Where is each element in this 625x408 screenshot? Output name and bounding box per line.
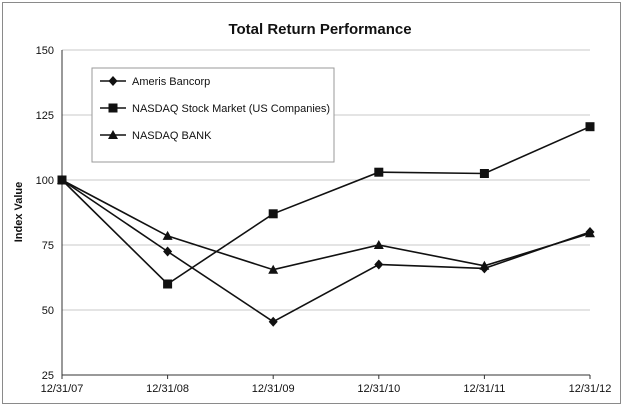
square-marker [163, 279, 173, 289]
y-tick-label: 150 [36, 45, 54, 57]
y-tick-label: 125 [36, 110, 54, 122]
diamond-marker [163, 246, 173, 257]
y-tick-label: 75 [42, 240, 54, 252]
legend: Ameris Bancorp NASDAQ Stock Market (US Co… [91, 67, 335, 163]
tick-labels: 25 50 75 100 125 150 12/31/07 12/31/08 12/31/09 1… [36, 45, 612, 395]
x-tick-label: 12/31/08 [146, 383, 189, 395]
triangle-marker [373, 240, 384, 249]
series-line [61, 179, 591, 323]
square-marker [585, 122, 595, 132]
x-tick-label: 12/31/07 [41, 383, 84, 395]
x-tick-label: 12/31/09 [252, 383, 295, 395]
series-2 [57, 175, 595, 274]
series-line [61, 179, 591, 271]
x-tick-label: 12/31/12 [569, 383, 612, 395]
triangle-marker [479, 260, 490, 270]
diamond-marker [374, 259, 384, 270]
y-axis-label: Index Value [13, 182, 25, 243]
legend-diamond-marker [108, 76, 118, 86]
triangle-marker [57, 175, 67, 184]
y-tick-label: 25 [42, 370, 54, 382]
square-marker [374, 167, 384, 177]
legend-square-marker [108, 103, 118, 113]
legend-label: NASDAQ BANK [132, 130, 212, 142]
x-tick-label: 12/31/10 [357, 383, 400, 395]
diamond-marker [268, 316, 278, 327]
square-marker [268, 209, 278, 219]
y-tick-label: 100 [36, 175, 54, 187]
chart-title: Total Return Performance [228, 21, 411, 38]
legend-triangle-marker [108, 130, 118, 139]
triangle-marker [162, 230, 173, 240]
legend-label: Ameris Bancorp [132, 76, 210, 88]
triangle-marker [268, 264, 279, 274]
series-0 [57, 175, 595, 327]
series-line [61, 125, 591, 286]
x-tick-label: 12/31/11 [463, 383, 505, 395]
gridlines [62, 49, 590, 311]
axes [61, 50, 591, 379]
square-marker [479, 169, 489, 178]
legend-label: NASDAQ Stock Market (US Companies) [132, 103, 330, 115]
series-lines [57, 122, 595, 327]
triangle-marker [585, 228, 595, 238]
legend-box [91, 67, 335, 163]
y-tick-label: 50 [42, 305, 54, 317]
